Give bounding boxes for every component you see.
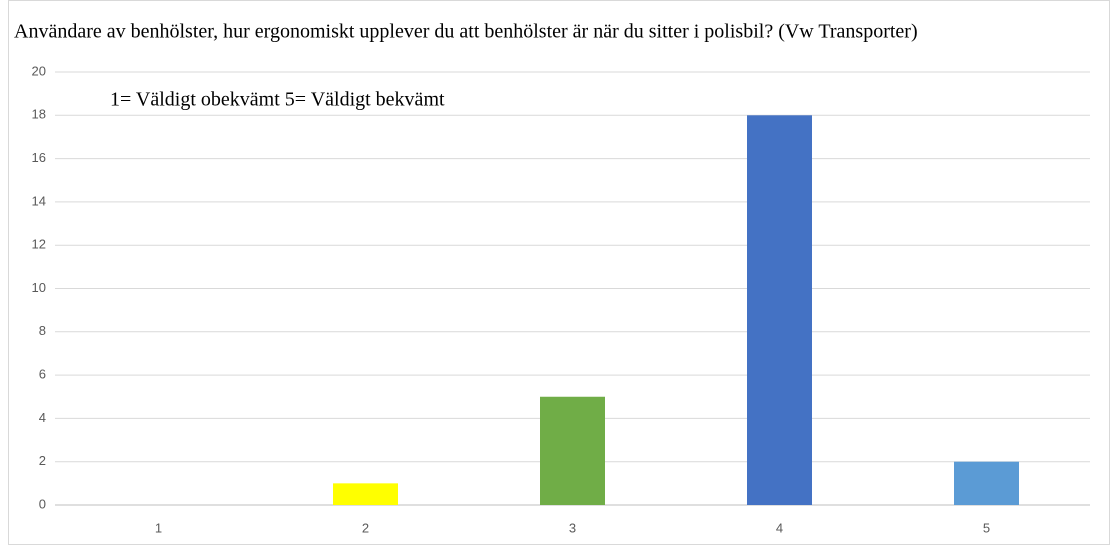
x-tick-label: 1 xyxy=(155,520,162,535)
x-tick-label: 3 xyxy=(569,520,576,535)
chart-title: Användare av benhölster, hur ergonomiskt… xyxy=(14,21,918,43)
bar xyxy=(333,483,398,505)
y-tick-label: 20 xyxy=(32,63,46,78)
bar xyxy=(954,461,1019,505)
y-tick-label: 0 xyxy=(39,496,46,511)
y-tick-label: 12 xyxy=(32,237,46,252)
y-tick-label: 8 xyxy=(39,323,46,338)
annotation: 1= Väldigt obekvämt 5= Väldigt bekvämt xyxy=(110,89,445,111)
bar xyxy=(747,115,812,506)
x-tick-label: 5 xyxy=(983,520,990,535)
y-tick-label: 2 xyxy=(39,453,46,468)
bar xyxy=(540,396,605,505)
y-tick-label: 14 xyxy=(32,193,46,208)
y-tick-label: 18 xyxy=(32,107,46,122)
x-tick-label: 4 xyxy=(776,520,783,535)
chart-border xyxy=(8,0,1110,545)
y-tick-label: 4 xyxy=(39,410,46,425)
y-tick-label: 16 xyxy=(32,150,46,165)
y-tick-label: 6 xyxy=(39,367,46,382)
y-tick-label: 10 xyxy=(32,280,46,295)
x-tick-label: 2 xyxy=(362,520,369,535)
